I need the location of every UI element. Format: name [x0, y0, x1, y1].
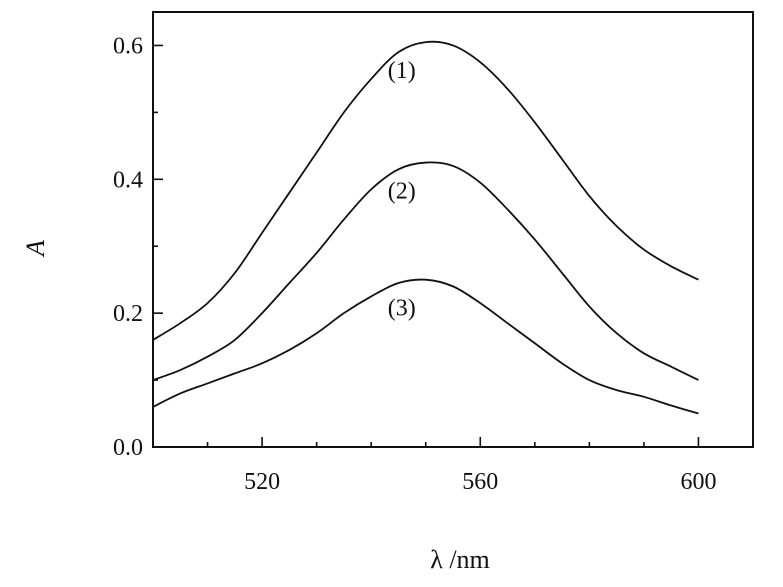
plot-frame	[152, 11, 754, 448]
x-tick-label: 520	[244, 469, 280, 495]
series-label-1: (1)	[388, 58, 416, 84]
series-label-3: (3)	[388, 296, 416, 322]
series-line-1	[152, 40, 699, 341]
x-axis-label: λ /nm	[430, 545, 490, 574]
x-tick-label: 600	[680, 469, 716, 495]
y-axis-label: A	[21, 240, 50, 258]
series-label-2: (2)	[388, 179, 416, 205]
series-line-2	[152, 161, 699, 381]
y-tick-label: 0.6	[113, 33, 143, 59]
curves-layer	[152, 40, 699, 415]
ticks-layer	[153, 44, 700, 447]
y-tick-label: 0.2	[113, 301, 143, 327]
y-tick-label: 0.0	[113, 435, 143, 461]
labels-layer: 520 560 600 0.0 0.2 0.4 0.6 (1) (2) (3)	[113, 33, 716, 495]
y-tick-label: 0.4	[113, 167, 143, 193]
x-tick-label: 560	[462, 469, 498, 495]
series-line-3	[152, 278, 699, 415]
